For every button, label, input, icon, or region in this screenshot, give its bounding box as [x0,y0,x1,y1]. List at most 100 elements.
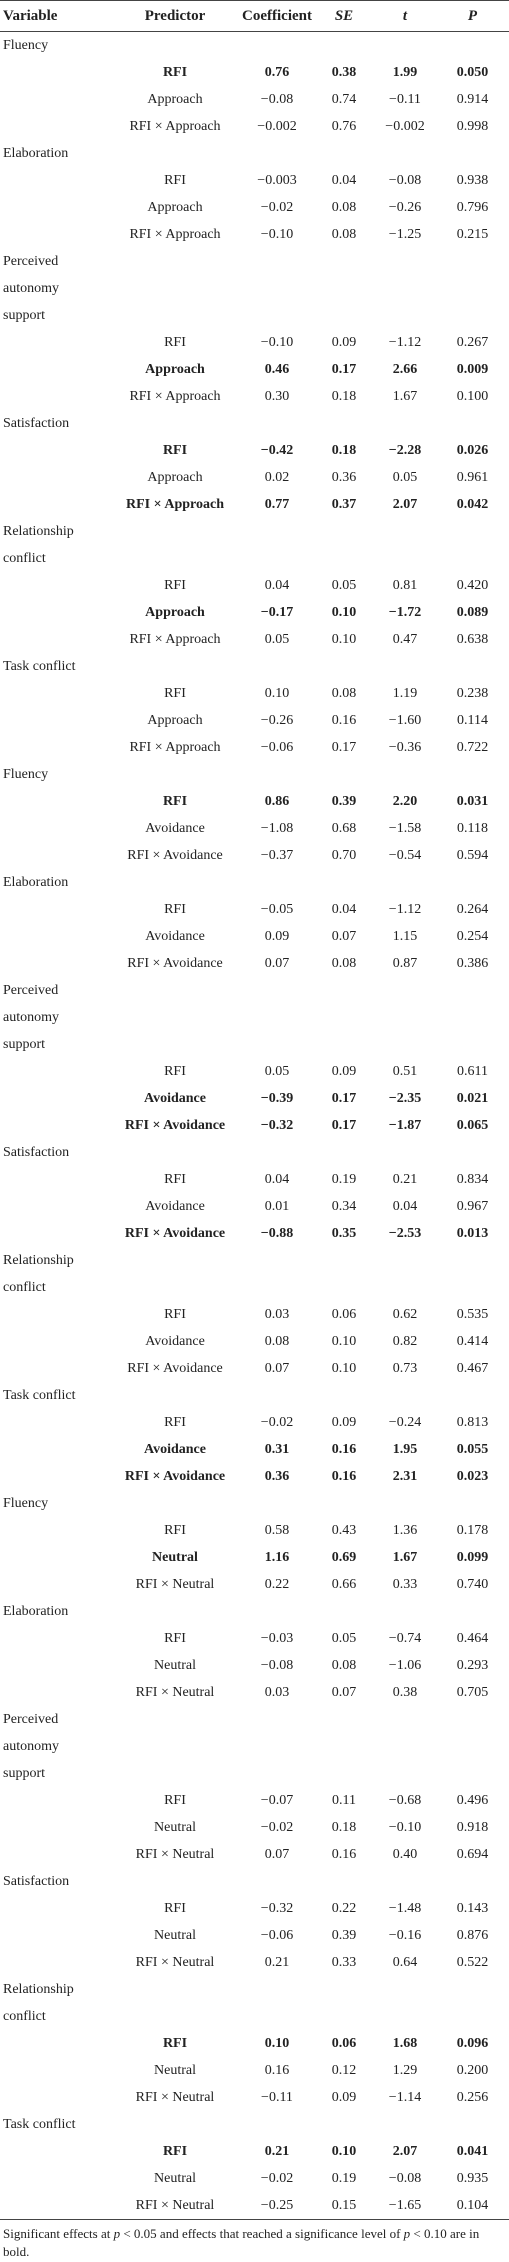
predictor-cell: RFI [164,172,186,188]
data-row: RFI × Neutral 0.07 0.16 0.40 0.694 [0,1841,509,1868]
value-cell: 1.67 [392,388,418,404]
predictor-cell: RFI [164,1171,186,1187]
spacer-cell [0,491,110,518]
value-cell: 0.12 [331,2062,357,2078]
spacer-cell [0,1679,110,1706]
data-row: Neutral −0.06 0.39 −0.16 0.876 [0,1922,509,1949]
value-cell: 0.37 [331,496,357,512]
value-cell: 0.08 [331,685,357,701]
value-cell: 0.34 [331,1198,357,1214]
data-row: RFI × Approach 0.30 0.18 1.67 0.100 [0,383,509,410]
value-cell: 1.15 [392,928,418,944]
value-cell: 0.264 [456,901,489,917]
spacer-cell [0,1301,110,1328]
predictor-cell: RFI [164,901,186,917]
predictor-cell: RFI [164,1630,186,1646]
variable-row: Elaboration [0,1598,509,1625]
spacer-cell [0,1625,110,1652]
value-cell: 0.04 [392,1198,418,1214]
value-cell: 0.16 [331,1441,357,1457]
variable-row: Relationship conflict [0,1976,509,2030]
value-cell: 0.19 [331,2170,357,2186]
value-cell: 0.46 [264,361,290,377]
data-row: RFI × Avoidance −0.88 0.35 −2.53 0.013 [0,1220,509,1247]
value-cell: 0.51 [392,1063,418,1079]
value-cell: −0.08 [260,91,294,107]
data-row: RFI 0.58 0.43 1.36 0.178 [0,1517,509,1544]
value-cell: 0.31 [264,1441,290,1457]
predictor-cell: RFI [164,1522,186,1538]
spacer-cell [0,1814,110,1841]
spacer-cell [0,1193,110,1220]
value-cell: 0.18 [331,1819,357,1835]
value-cell: 0.17 [331,1090,357,1106]
value-cell: 0.099 [456,1549,489,1565]
variable-row: Perceived autonomy support [0,977,509,1058]
value-cell: −1.06 [388,1657,422,1673]
variable-row: Fluency [0,32,509,60]
value-cell: 0.013 [456,1225,489,1241]
value-cell: 0.69 [331,1549,357,1565]
value-cell: 0.36 [264,1468,290,1484]
variable-label: Relationship conflict [3,524,74,566]
data-row: Approach −0.08 0.74 −0.11 0.914 [0,86,509,113]
data-row: Approach −0.17 0.10 −1.72 0.089 [0,599,509,626]
value-cell: 0.065 [456,1117,489,1133]
value-cell: −0.08 [388,172,422,188]
value-cell: 0.967 [456,1198,489,1214]
data-row: RFI × Approach −0.10 0.08 −1.25 0.215 [0,221,509,248]
value-cell: 0.04 [264,1171,290,1187]
value-cell: −1.72 [388,604,422,620]
spacer-cell [0,1517,110,1544]
predictor-cell: Neutral [154,1657,196,1673]
value-cell: 0.293 [456,1657,489,1673]
value-cell: 0.10 [331,2143,357,2159]
value-cell: 0.21 [264,2143,290,2159]
data-row: Avoidance 0.08 0.10 0.82 0.414 [0,1328,509,1355]
value-cell: −0.36 [388,739,422,755]
table-body: Fluency RFI 0.76 0.38 1.99 0.050 Approach −0.08… [0,32,509,2220]
value-cell: −2.53 [388,1225,422,1241]
value-cell: −0.88 [260,1225,294,1241]
value-cell: −0.02 [260,2170,294,2186]
value-cell: 0.10 [264,685,290,701]
value-cell: 0.09 [331,334,357,350]
data-row: RFI × Approach 0.05 0.10 0.47 0.638 [0,626,509,653]
value-cell: 0.740 [456,1576,489,1592]
predictor-cell: Neutral [154,1819,196,1835]
footnote-text: < 0.10 are in bold. [3,2226,480,2259]
value-cell: 0.39 [331,1927,357,1943]
data-row: RFI 0.21 0.10 2.07 0.041 [0,2138,509,2165]
variable-cell: Perceived autonomy support [0,248,509,329]
spacer-cell [0,1220,110,1247]
value-cell: −0.06 [260,739,294,755]
value-cell: 0.81 [392,577,418,593]
value-cell: 0.050 [456,64,489,80]
value-cell: 0.200 [456,2062,489,2078]
value-cell: 0.07 [264,1360,290,1376]
spacer-cell [0,1949,110,1976]
value-cell: −0.68 [388,1792,422,1808]
spacer-cell [0,2138,110,2165]
value-cell: −0.24 [388,1414,422,1430]
value-cell: 0.09 [264,928,290,944]
spacer-cell [0,896,110,923]
spacer-cell [0,113,110,140]
value-cell: 0.918 [456,1819,489,1835]
variable-label: Task conflict [3,659,76,674]
value-cell: −0.11 [389,91,421,107]
predictor-cell: Approach [145,361,205,377]
value-cell: 0.05 [392,469,418,485]
predictor-cell: RFI × Avoidance [127,847,223,863]
variable-cell: Task conflict [0,2111,509,2138]
predictor-cell: RFI [164,1792,186,1808]
data-row: Avoidance 0.01 0.34 0.04 0.967 [0,1193,509,1220]
predictor-cell: RFI × Approach [126,496,224,512]
variable-cell: Satisfaction [0,410,509,437]
value-cell: 1.36 [392,1522,418,1538]
value-cell: 0.05 [264,631,290,647]
predictor-cell: RFI [162,2035,188,2051]
value-cell: 0.36 [331,469,357,485]
spacer-cell [0,1328,110,1355]
